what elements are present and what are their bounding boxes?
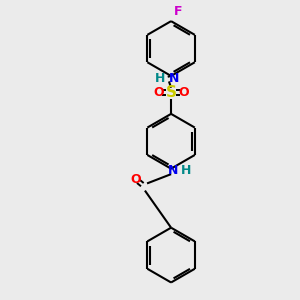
Text: F: F (174, 5, 182, 18)
Text: O: O (153, 86, 164, 99)
Text: H: H (154, 72, 165, 85)
Text: N: N (168, 164, 178, 177)
Text: S: S (166, 85, 177, 100)
Text: O: O (178, 86, 189, 99)
Text: O: O (130, 173, 141, 186)
Text: N: N (169, 72, 179, 85)
Text: H: H (181, 164, 191, 177)
